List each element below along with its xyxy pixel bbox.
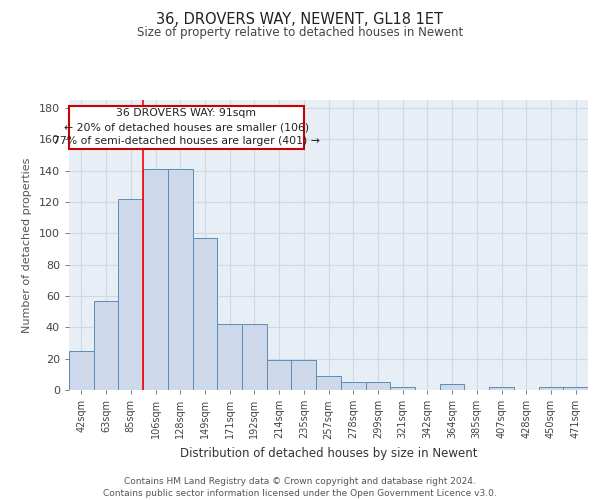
Bar — [143, 169, 168, 390]
Bar — [563, 387, 588, 390]
Bar — [341, 382, 365, 390]
Bar — [242, 324, 267, 390]
Bar — [94, 300, 118, 390]
Bar — [316, 376, 341, 390]
X-axis label: Distribution of detached houses by size in Newent: Distribution of detached houses by size … — [180, 447, 477, 460]
Bar — [168, 169, 193, 390]
Bar — [193, 238, 217, 390]
Text: Contains HM Land Registry data © Crown copyright and database right 2024.
Contai: Contains HM Land Registry data © Crown c… — [103, 476, 497, 498]
Text: Size of property relative to detached houses in Newent: Size of property relative to detached ho… — [137, 26, 463, 39]
Bar — [118, 199, 143, 390]
Bar — [365, 382, 390, 390]
Bar — [267, 360, 292, 390]
FancyBboxPatch shape — [69, 106, 304, 148]
Bar — [489, 387, 514, 390]
Bar — [69, 351, 94, 390]
Bar — [292, 360, 316, 390]
Y-axis label: Number of detached properties: Number of detached properties — [22, 158, 32, 332]
Bar — [390, 387, 415, 390]
Text: 36 DROVERS WAY: 91sqm
← 20% of detached houses are smaller (106)
77% of semi-det: 36 DROVERS WAY: 91sqm ← 20% of detached … — [53, 108, 320, 146]
Bar — [440, 384, 464, 390]
Bar — [217, 324, 242, 390]
Text: 36, DROVERS WAY, NEWENT, GL18 1ET: 36, DROVERS WAY, NEWENT, GL18 1ET — [157, 12, 443, 28]
Bar — [539, 387, 563, 390]
